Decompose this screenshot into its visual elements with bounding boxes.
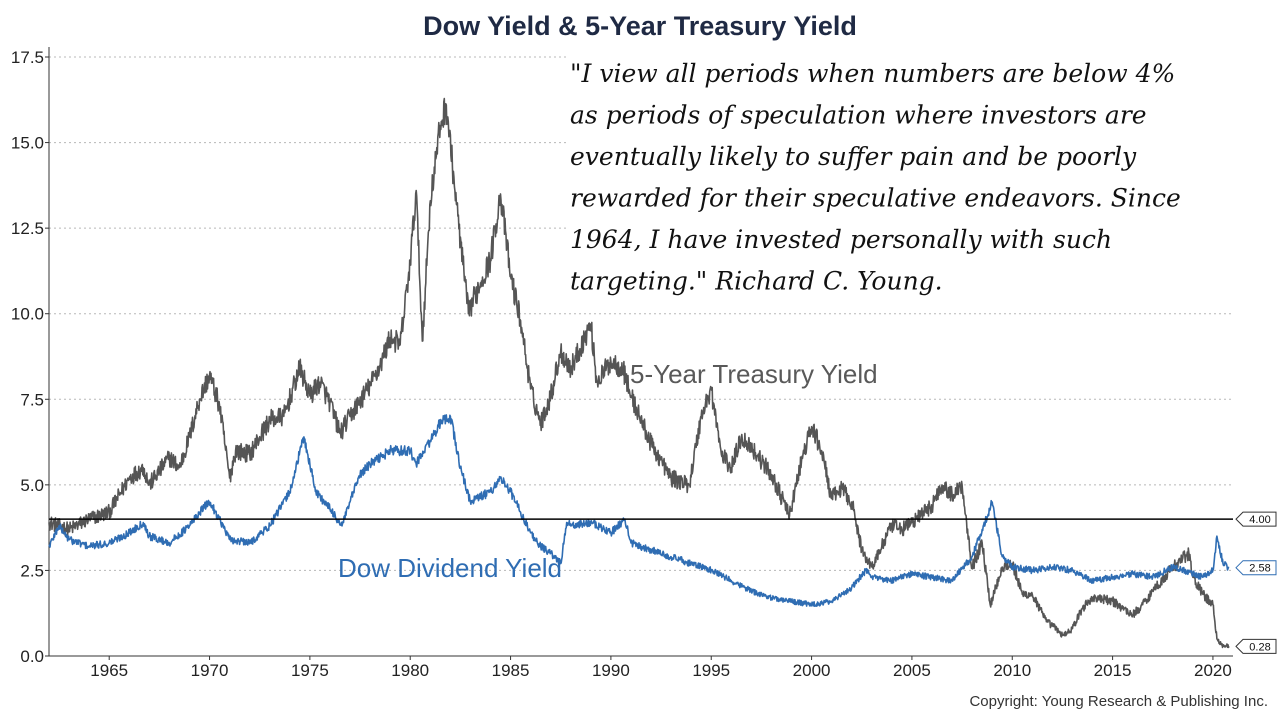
x-tick-label: 2005: [893, 661, 931, 680]
dow-series-label: Dow Dividend Yield: [338, 553, 562, 583]
x-tick-label: 2015: [1094, 661, 1132, 680]
x-tick-label: 1965: [90, 661, 128, 680]
x-tick-label: 1975: [291, 661, 329, 680]
treasury-series-label: 5-Year Treasury Yield: [630, 359, 878, 389]
quote-line: 1964, I have invested personally with su…: [570, 225, 1112, 254]
y-tick-label: 10.0: [11, 305, 44, 324]
quote-line: eventually likely to suffer pain and be …: [570, 142, 1137, 171]
y-tick-label: 15.0: [11, 134, 44, 153]
end-tag-box: [1235, 511, 1277, 527]
quote-line: rewarded for their speculative endeavors…: [570, 184, 1181, 213]
quote-background: [568, 48, 1232, 300]
x-tick-label: 1990: [592, 661, 630, 680]
y-tick-label: 0.0: [20, 647, 44, 666]
dow-yield-line: [48, 414, 1230, 607]
x-tick-labels: 1965 1970 1975 1980 1985 1990 1995 2000 2005 2010…: [90, 656, 1232, 680]
y-tick-label: 5.0: [20, 476, 44, 495]
y-tick-label: 2.5: [20, 561, 44, 580]
quote-line: targeting." Richard C. Young.: [570, 267, 943, 296]
end-tag-box: [1235, 560, 1277, 576]
quote-line: "I view all periods when numbers are bel…: [570, 59, 1175, 88]
end-tag-box: [1235, 638, 1277, 654]
x-tick-label: 1970: [191, 661, 229, 680]
x-tick-label: 1985: [492, 661, 530, 680]
treasury-yield-line: [48, 97, 1230, 649]
x-tick-label: 2010: [993, 661, 1031, 680]
treasury-series: [48, 97, 1230, 649]
quote-line: as periods of speculation where investor…: [570, 101, 1147, 130]
axes-layer: [48, 47, 1233, 657]
y-tick-label: 7.5: [20, 390, 44, 409]
quote-block: "I view all periods when numbers are bel…: [570, 59, 1181, 296]
y-tick-label: 17.5: [11, 48, 44, 67]
x-tick-label: 1995: [692, 661, 730, 680]
end-tag-label: 2.58: [1249, 563, 1270, 575]
chart-title: Dow Yield & 5-Year Treasury Yield: [423, 11, 857, 41]
end-tag-label: 0.28: [1249, 641, 1270, 653]
copyright-text: Copyright: Young Research & Publishing I…: [969, 693, 1268, 710]
x-tick-label: 2000: [793, 661, 831, 680]
x-tick-label: 1980: [391, 661, 429, 680]
end-tag-label: 4.00: [1249, 514, 1270, 526]
x-tick-label: 2020: [1194, 661, 1232, 680]
y-tick-label: 12.5: [11, 219, 44, 238]
dow-series: [48, 414, 1230, 607]
y-tick-labels: 0.0 2.5 5.0 7.5 10.0 12.5 15.0 17.5: [11, 48, 49, 666]
end-value-tags: 4.00 2.58 0.28: [1235, 511, 1277, 654]
